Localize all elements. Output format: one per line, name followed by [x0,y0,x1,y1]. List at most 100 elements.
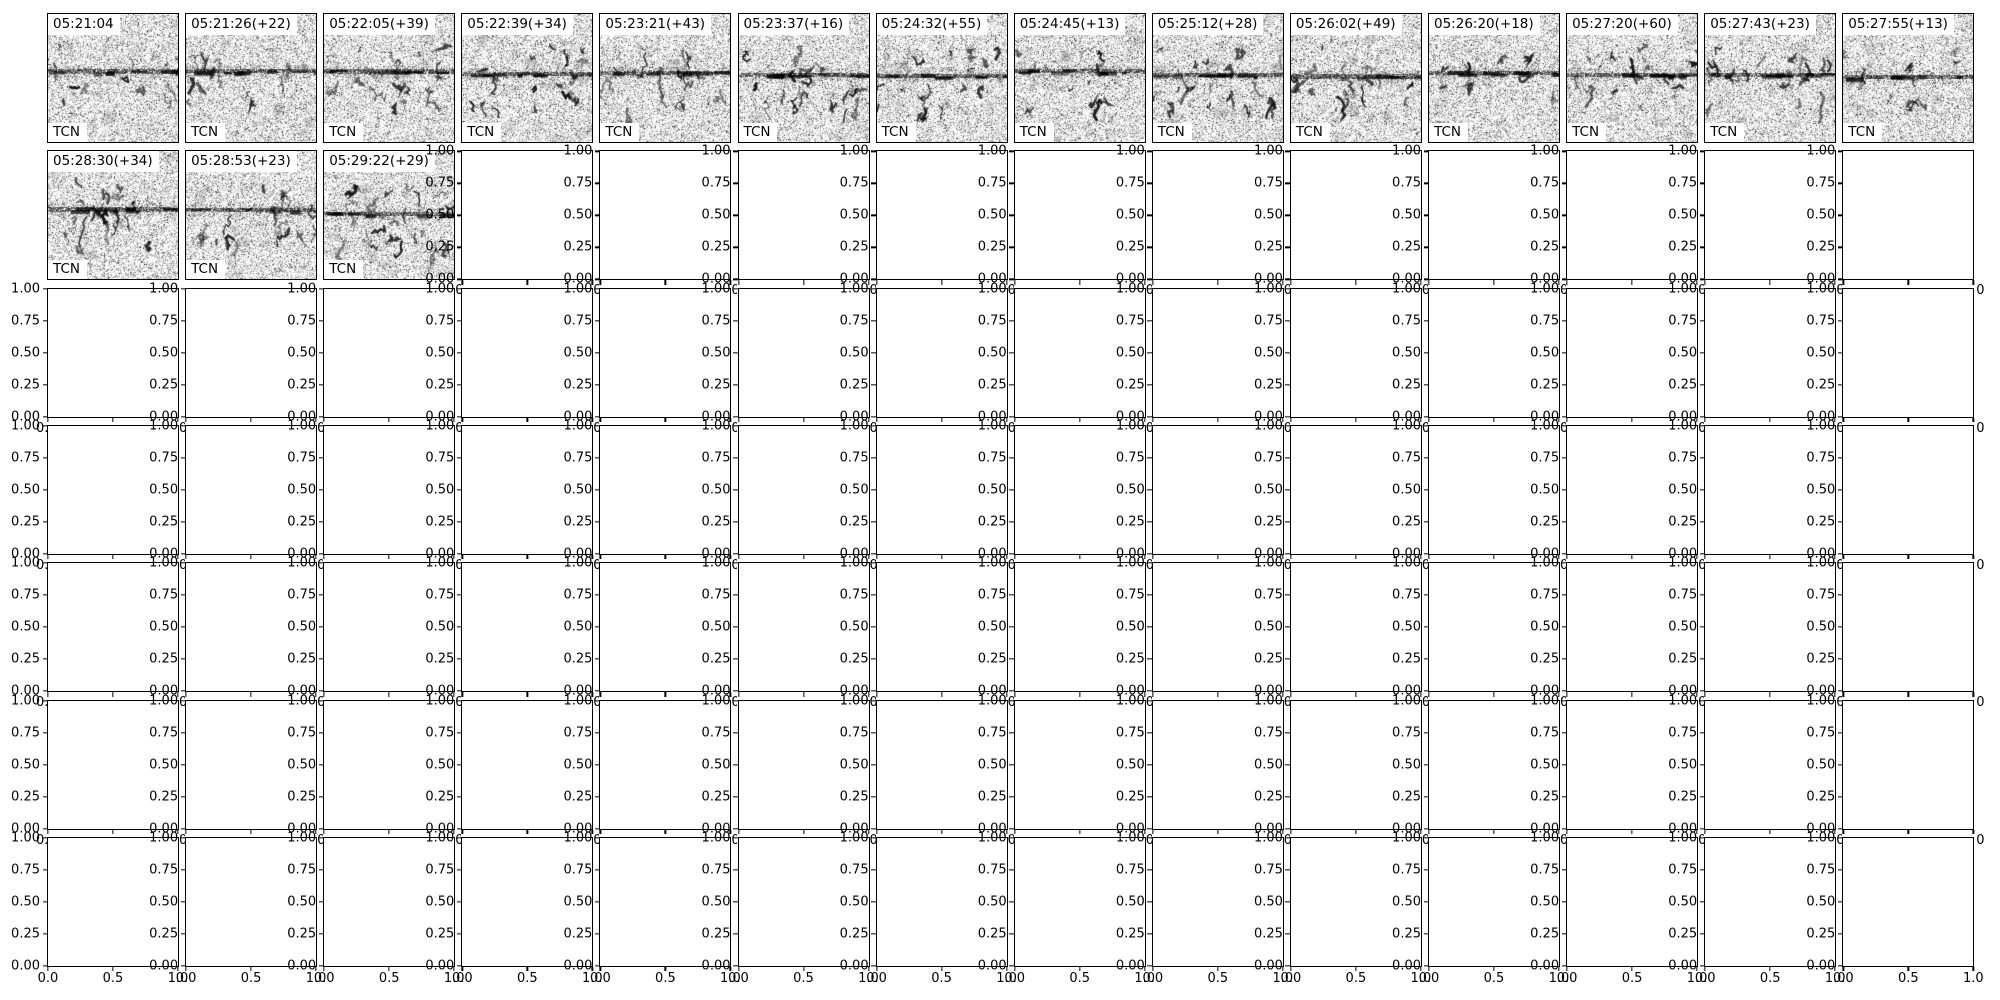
x-tick [1704,280,1706,285]
y-tick [733,319,738,322]
clipped-x-tick-label: 0 [869,558,876,573]
x-tick [1493,829,1495,834]
y-tick [42,837,47,839]
y-tick-label: 0.50 [1392,207,1421,223]
y-tick-label: 0.75 [1806,725,1836,740]
y-tick [1561,150,1567,152]
x-tick [315,692,317,697]
y-tick [1147,521,1152,523]
y-tick-label: 0.00 [1392,821,1421,836]
y-tick [180,837,186,839]
y-tick-label: 0.50 [149,345,179,361]
y-tick [1837,594,1843,596]
y-tick [42,521,47,523]
y-tick [1699,214,1705,216]
clipped-x-tick-label: 0 [317,558,324,573]
y-tick-label: 0.50 [563,345,593,361]
empty-plot: 1.00 0.75 0.50 0.25 0.00 0 [1254,694,1428,847]
y-tick-label: 0.25 [425,789,455,804]
y-tick-label: 0.75 [977,313,1007,329]
y-tick-label: 1.00 [1806,555,1836,571]
y-tick-label: 0.25 [1392,651,1421,667]
y-tick [733,731,738,734]
y-tick-label: 0.75 [1115,725,1145,740]
x-tick [1282,554,1284,560]
clipped-x-tick-label: 0 [869,833,876,848]
model-label: TCN [1290,122,1330,142]
x-tick [729,417,732,423]
y-tick [318,827,324,830]
y-tick [594,731,600,734]
y-tick-label: 0.00 [1530,821,1560,836]
empty-plot: 1.00 0.75 0.50 0.25 0.00 0 [425,557,599,710]
empty-plot: 1.00 0.75 0.50 0.25 0.00 0.0 0.5 1.0 [978,831,1155,985]
y-tick [456,278,462,280]
spectrogram-image [1152,14,1283,142]
clipped-x-tick-label: 0 [1007,421,1014,436]
y-tick [318,383,324,386]
x-tick [1014,417,1016,423]
empty-plot: 1.00 0.75 0.50 0.25 0.00 0 [287,557,461,710]
x-tick [1079,829,1081,834]
spectrogram-image [186,14,317,142]
x-tick [1420,692,1422,697]
empty-plot: 1.00 0.75 0.50 0.25 0.00 0 [840,557,1014,710]
y-tick-label: 0.50 [563,207,593,223]
clipped-x-tick-label: 0 [455,558,462,573]
y-tick-label: 0.50 [287,345,317,361]
y-tick [871,690,876,692]
panel-timestamp: 05:23:21(+43) [600,14,712,36]
y-tick-label: 0.00 [563,409,593,425]
y-tick-label: 0.50 [701,619,731,635]
y-tick-label: 1.00 [1253,418,1283,434]
y-tick-label: 0.25 [563,377,593,393]
x-tick [1558,829,1560,834]
x-tick [599,692,602,697]
y-tick-label: 0.50 [1668,345,1698,361]
x-tick [1290,692,1292,697]
y-tick [1837,869,1843,871]
y-tick-label: 0.50 [977,619,1007,635]
y-tick [871,425,876,427]
y-tick [1147,319,1152,322]
y-tick [1699,731,1705,734]
y-tick [42,690,47,692]
y-tick [1837,287,1843,290]
x-tick [1769,554,1771,560]
y-tick [1837,965,1843,967]
x-tick [1420,417,1422,423]
clipped-x-tick-label: 0 [1145,421,1152,436]
x-tick [802,692,805,697]
y-tick [42,489,47,491]
y-tick-label: 0.00 [1253,821,1283,836]
y-tick-label: 0.25 [563,926,593,942]
y-tick [1561,214,1567,216]
y-tick [1699,594,1705,596]
empty-plot: 1.00 0.75 0.50 0.25 0.00 0 [563,557,737,710]
model-label: TCN [186,260,226,280]
y-tick-label: 0.50 [1668,757,1698,772]
y-tick [1285,553,1290,555]
y-tick-label: 1.00 [11,693,40,708]
y-tick [594,658,600,660]
empty-plot: 1.00 0.75 0.50 0.25 0.00 0 [978,145,1152,298]
y-tick [456,457,462,459]
y-tick-label: 0.50 [839,619,869,635]
y-tick-label: 0.25 [839,651,869,667]
x-tick [526,829,528,834]
y-tick-label: 1.00 [1115,830,1145,846]
y-tick-label: 1.00 [1253,143,1283,159]
y-tick-label: 1.00 [1806,281,1836,297]
y-tick [1009,827,1014,830]
y-tick [318,489,324,491]
y-tick-label: 0.25 [701,789,731,804]
clipped-x-tick-label: 0 [1560,696,1566,711]
y-tick-label: 0.25 [11,789,40,804]
y-tick-label: 1.00 [1530,143,1560,159]
clipped-x-tick-label: 0 [455,284,462,299]
y-tick-label: 1.00 [11,281,40,297]
x-tick [1696,692,1698,697]
y-tick [180,827,186,830]
y-tick-label: 0.00 [149,683,179,699]
x-tick [453,554,455,560]
